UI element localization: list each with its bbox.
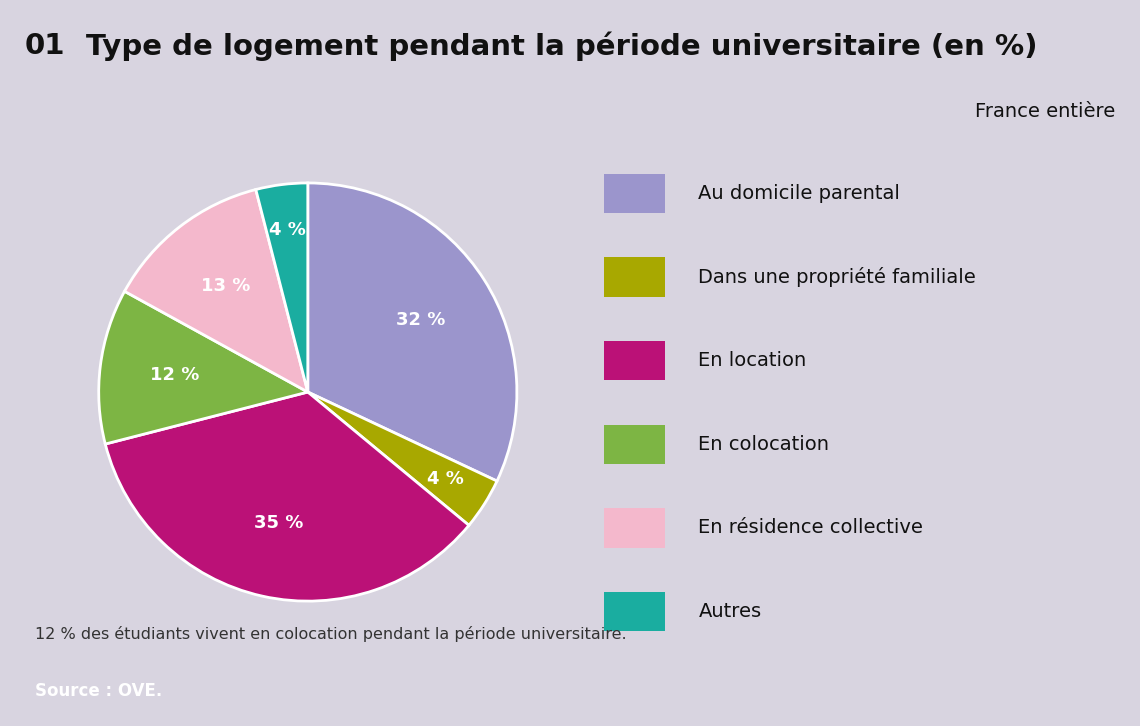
Wedge shape (99, 291, 308, 444)
Text: Type de logement pendant la période universitaire (en %): Type de logement pendant la période univ… (86, 32, 1037, 61)
Text: France entière: France entière (975, 102, 1115, 121)
Text: Dans une propriété familiale: Dans une propriété familiale (699, 267, 976, 287)
Text: Autres: Autres (699, 602, 762, 621)
FancyBboxPatch shape (603, 258, 665, 297)
Wedge shape (124, 189, 308, 392)
Text: 4 %: 4 % (428, 470, 464, 489)
Text: Source : OVE.: Source : OVE. (35, 682, 162, 700)
Text: 35 %: 35 % (254, 513, 303, 531)
Wedge shape (308, 183, 516, 481)
Text: 01: 01 (25, 32, 66, 60)
Wedge shape (105, 392, 469, 601)
Text: En location: En location (699, 351, 807, 370)
Wedge shape (255, 183, 308, 392)
Text: 12 %: 12 % (150, 367, 200, 384)
Text: En résidence collective: En résidence collective (699, 518, 923, 537)
Text: 12 % des étudiants vivent en colocation pendant la période universitaire.: 12 % des étudiants vivent en colocation … (35, 627, 627, 643)
Text: 32 %: 32 % (396, 311, 446, 330)
FancyBboxPatch shape (603, 174, 665, 213)
FancyBboxPatch shape (603, 508, 665, 547)
FancyBboxPatch shape (603, 341, 665, 380)
Wedge shape (308, 392, 497, 526)
Text: Au domicile parental: Au domicile parental (699, 184, 901, 203)
Text: 4 %: 4 % (269, 221, 306, 240)
FancyBboxPatch shape (603, 425, 665, 464)
Text: 13 %: 13 % (201, 277, 251, 295)
FancyBboxPatch shape (603, 592, 665, 631)
Text: En colocation: En colocation (699, 435, 830, 454)
